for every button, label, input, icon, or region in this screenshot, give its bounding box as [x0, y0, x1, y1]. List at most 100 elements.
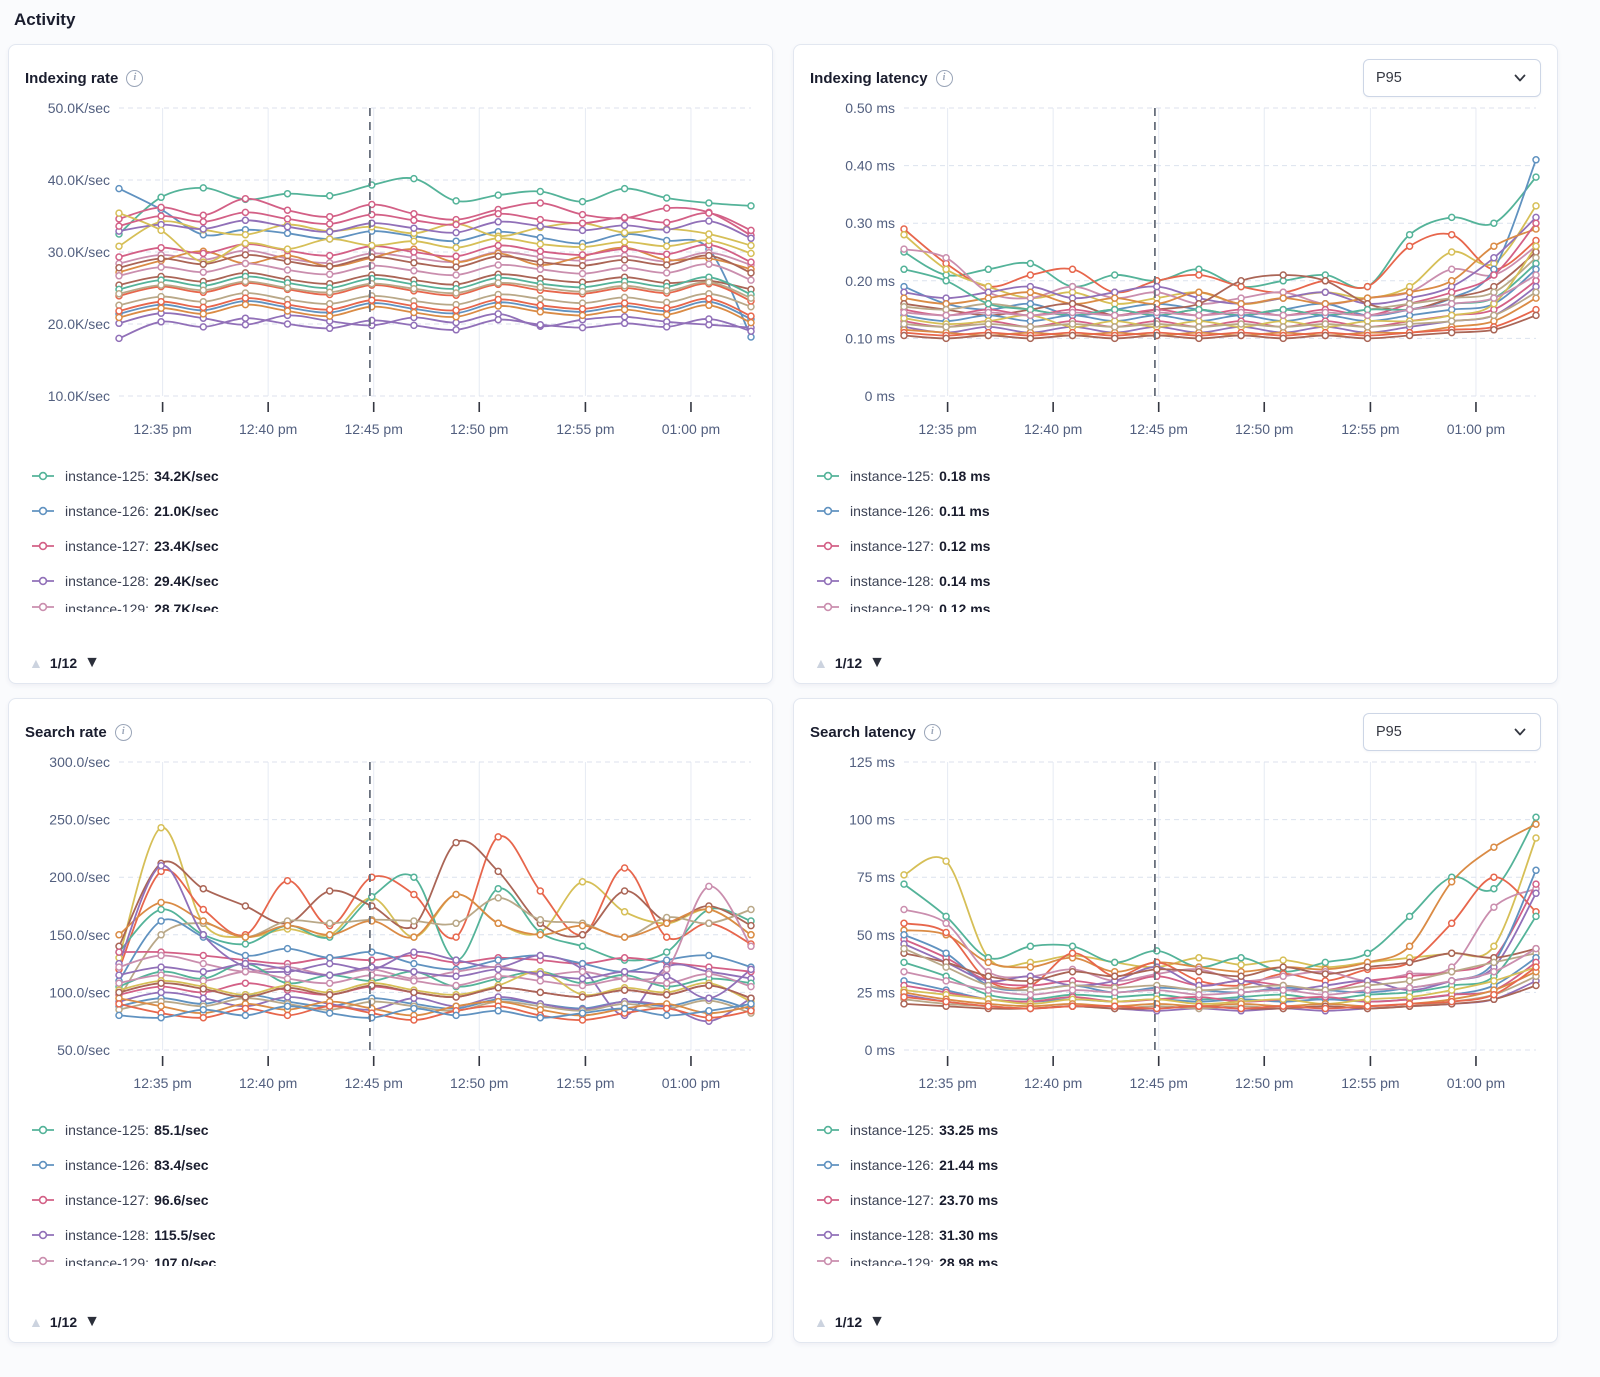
- legend-item[interactable]: instance-125: 85.1/sec: [31, 1112, 756, 1147]
- legend-instance-value: 29.4K/sec: [154, 572, 219, 589]
- legend-instance-label: instance-128:: [850, 572, 935, 589]
- legend-page-up-button[interactable]: ▲: [29, 1314, 43, 1330]
- svg-text:01:00 pm: 01:00 pm: [662, 1075, 720, 1091]
- legend-item[interactable]: instance-127: 0.12 ms: [816, 528, 1541, 563]
- legend-instance-value: 96.6/sec: [154, 1191, 209, 1208]
- legend-item[interactable]: instance-128: 31.30 ms: [816, 1217, 1541, 1252]
- legend-item[interactable]: instance-125: 34.2K/sec: [31, 458, 756, 493]
- legend-page-up-button[interactable]: ▲: [814, 1314, 828, 1330]
- svg-text:0.30 ms: 0.30 ms: [845, 215, 895, 231]
- legend-page-down-button[interactable]: ▼: [869, 654, 885, 671]
- legend-instance-value: 21.0K/sec: [154, 502, 219, 519]
- svg-text:125 ms: 125 ms: [849, 754, 895, 770]
- legend-page-up-button[interactable]: ▲: [814, 655, 828, 671]
- legend-item[interactable]: instance-127: 23.70 ms: [816, 1182, 1541, 1217]
- info-icon[interactable]: i: [114, 723, 132, 741]
- legend-item[interactable]: instance-129: 107.0/sec: [31, 1252, 756, 1266]
- legend-page-down-button[interactable]: ▼: [84, 1313, 100, 1330]
- legend-item[interactable]: instance-126: 83.4/sec: [31, 1147, 756, 1182]
- legend-page-down-button[interactable]: ▼: [869, 1313, 885, 1330]
- legend-instance-value: 0.18 ms: [939, 467, 991, 484]
- legend-series-marker-icon: [31, 540, 55, 552]
- panel-title: Indexing rate: [25, 69, 119, 87]
- svg-text:12:45 pm: 12:45 pm: [345, 421, 403, 437]
- info-icon[interactable]: i: [923, 723, 941, 741]
- percentile-select[interactable]: P95: [1363, 59, 1541, 97]
- legend-instance-label: instance-129:: [65, 601, 150, 612]
- legend: instance-125: 34.2K/sec instance-126: 21.0K…: [25, 458, 756, 612]
- legend-page-down-button[interactable]: ▼: [84, 654, 100, 671]
- legend-instance-value: 31.30 ms: [939, 1226, 999, 1243]
- indexing-latency-chart[interactable]: 0.50 ms 0.40 ms 0.30 ms 0.20 ms 0.10 ms 0 ms 1…: [810, 100, 1541, 452]
- legend-item[interactable]: instance-129: 0.12 ms: [816, 598, 1541, 612]
- svg-text:75 ms: 75 ms: [857, 869, 895, 885]
- legend-instance-label: instance-128:: [65, 1226, 150, 1243]
- search-latency-chart[interactable]: 125 ms 100 ms 75 ms 50 ms 25 ms 0 ms 12:35 pm 1…: [810, 754, 1541, 1106]
- legend-item[interactable]: instance-127: 23.4K/sec: [31, 528, 756, 563]
- legend-instance-value: 83.4/sec: [154, 1156, 209, 1173]
- legend-series-marker-icon: [816, 505, 840, 517]
- legend-series-marker-icon: [816, 1159, 840, 1171]
- legend-series-marker-icon: [816, 1124, 840, 1136]
- legend-instance-value: 34.2K/sec: [154, 467, 219, 484]
- legend-series-marker-icon: [816, 575, 840, 587]
- legend-instance-label: instance-125:: [850, 1121, 935, 1138]
- legend-series-marker-icon: [31, 1255, 55, 1266]
- legend-page-label: 1/12: [834, 1314, 863, 1330]
- panel-indexing-rate: Indexing rate i 50.0K/sec 40.0K/sec 30.0K/…: [8, 44, 773, 684]
- svg-text:250.0/sec: 250.0/sec: [49, 812, 110, 828]
- legend-instance-value: 23.70 ms: [939, 1191, 999, 1208]
- svg-text:12:35 pm: 12:35 pm: [133, 421, 191, 437]
- panel-title: Search latency: [810, 723, 916, 741]
- legend-series-marker-icon: [31, 1159, 55, 1171]
- svg-text:12:55 pm: 12:55 pm: [1341, 1075, 1399, 1091]
- legend-item[interactable]: instance-126: 21.0K/sec: [31, 493, 756, 528]
- search-rate-chart[interactable]: 300.0/sec 250.0/sec 200.0/sec 150.0/sec 100.…: [25, 754, 756, 1106]
- legend-page-up-button[interactable]: ▲: [29, 655, 43, 671]
- legend-pager: ▲ 1/12 ▼: [810, 651, 1541, 673]
- svg-text:12:50 pm: 12:50 pm: [1235, 421, 1293, 437]
- legend-item[interactable]: instance-128: 0.14 ms: [816, 563, 1541, 598]
- legend-item[interactable]: instance-128: 29.4K/sec: [31, 563, 756, 598]
- legend-item[interactable]: instance-129: 28.98 ms: [816, 1252, 1541, 1266]
- svg-text:12:55 pm: 12:55 pm: [1341, 421, 1399, 437]
- percentile-select-value: P95: [1376, 724, 1402, 740]
- svg-text:0.10 ms: 0.10 ms: [845, 330, 895, 346]
- legend-instance-value: 21.44 ms: [939, 1156, 999, 1173]
- svg-text:12:40 pm: 12:40 pm: [239, 1075, 297, 1091]
- svg-text:100 ms: 100 ms: [849, 812, 895, 828]
- svg-text:0.40 ms: 0.40 ms: [845, 158, 895, 174]
- legend-instance-label: instance-125:: [65, 467, 150, 484]
- legend-instance-value: 28.7K/sec: [154, 601, 219, 612]
- legend-instance-label: instance-127:: [65, 1191, 150, 1208]
- svg-text:10.0K/sec: 10.0K/sec: [48, 388, 110, 404]
- svg-text:12:35 pm: 12:35 pm: [918, 1075, 976, 1091]
- panel-header: Search rate i: [25, 712, 756, 752]
- svg-text:12:50 pm: 12:50 pm: [1235, 1075, 1293, 1091]
- svg-text:12:35 pm: 12:35 pm: [918, 421, 976, 437]
- legend-item[interactable]: instance-126: 21.44 ms: [816, 1147, 1541, 1182]
- chevron-down-icon: [1514, 74, 1526, 82]
- legend-item[interactable]: instance-125: 33.25 ms: [816, 1112, 1541, 1147]
- legend-item[interactable]: instance-128: 115.5/sec: [31, 1217, 756, 1252]
- svg-text:12:55 pm: 12:55 pm: [556, 421, 614, 437]
- legend-item-clipped: instance-129: 107.0/sec: [31, 1252, 756, 1266]
- percentile-select[interactable]: P95: [1363, 713, 1541, 751]
- legend-item[interactable]: instance-125: 0.18 ms: [816, 458, 1541, 493]
- info-icon[interactable]: i: [935, 69, 953, 87]
- panel-title: Search rate: [25, 723, 107, 741]
- svg-text:12:40 pm: 12:40 pm: [1024, 1075, 1082, 1091]
- svg-text:100.0/sec: 100.0/sec: [49, 984, 110, 1000]
- svg-text:12:35 pm: 12:35 pm: [133, 1075, 191, 1091]
- svg-text:150.0/sec: 150.0/sec: [49, 927, 110, 943]
- svg-text:30.0K/sec: 30.0K/sec: [48, 244, 110, 260]
- svg-text:0.20 ms: 0.20 ms: [845, 273, 895, 289]
- legend-item[interactable]: instance-129: 28.7K/sec: [31, 598, 756, 612]
- legend-item[interactable]: instance-126: 0.11 ms: [816, 493, 1541, 528]
- legend-page-label: 1/12: [49, 655, 78, 671]
- legend-pager: ▲ 1/12 ▼: [25, 651, 756, 673]
- legend-item[interactable]: instance-127: 96.6/sec: [31, 1182, 756, 1217]
- legend-instance-value: 115.5/sec: [154, 1226, 216, 1243]
- info-icon[interactable]: i: [126, 69, 144, 87]
- indexing-rate-chart[interactable]: 50.0K/sec 40.0K/sec 30.0K/sec 20.0K/sec 10.0…: [25, 100, 756, 452]
